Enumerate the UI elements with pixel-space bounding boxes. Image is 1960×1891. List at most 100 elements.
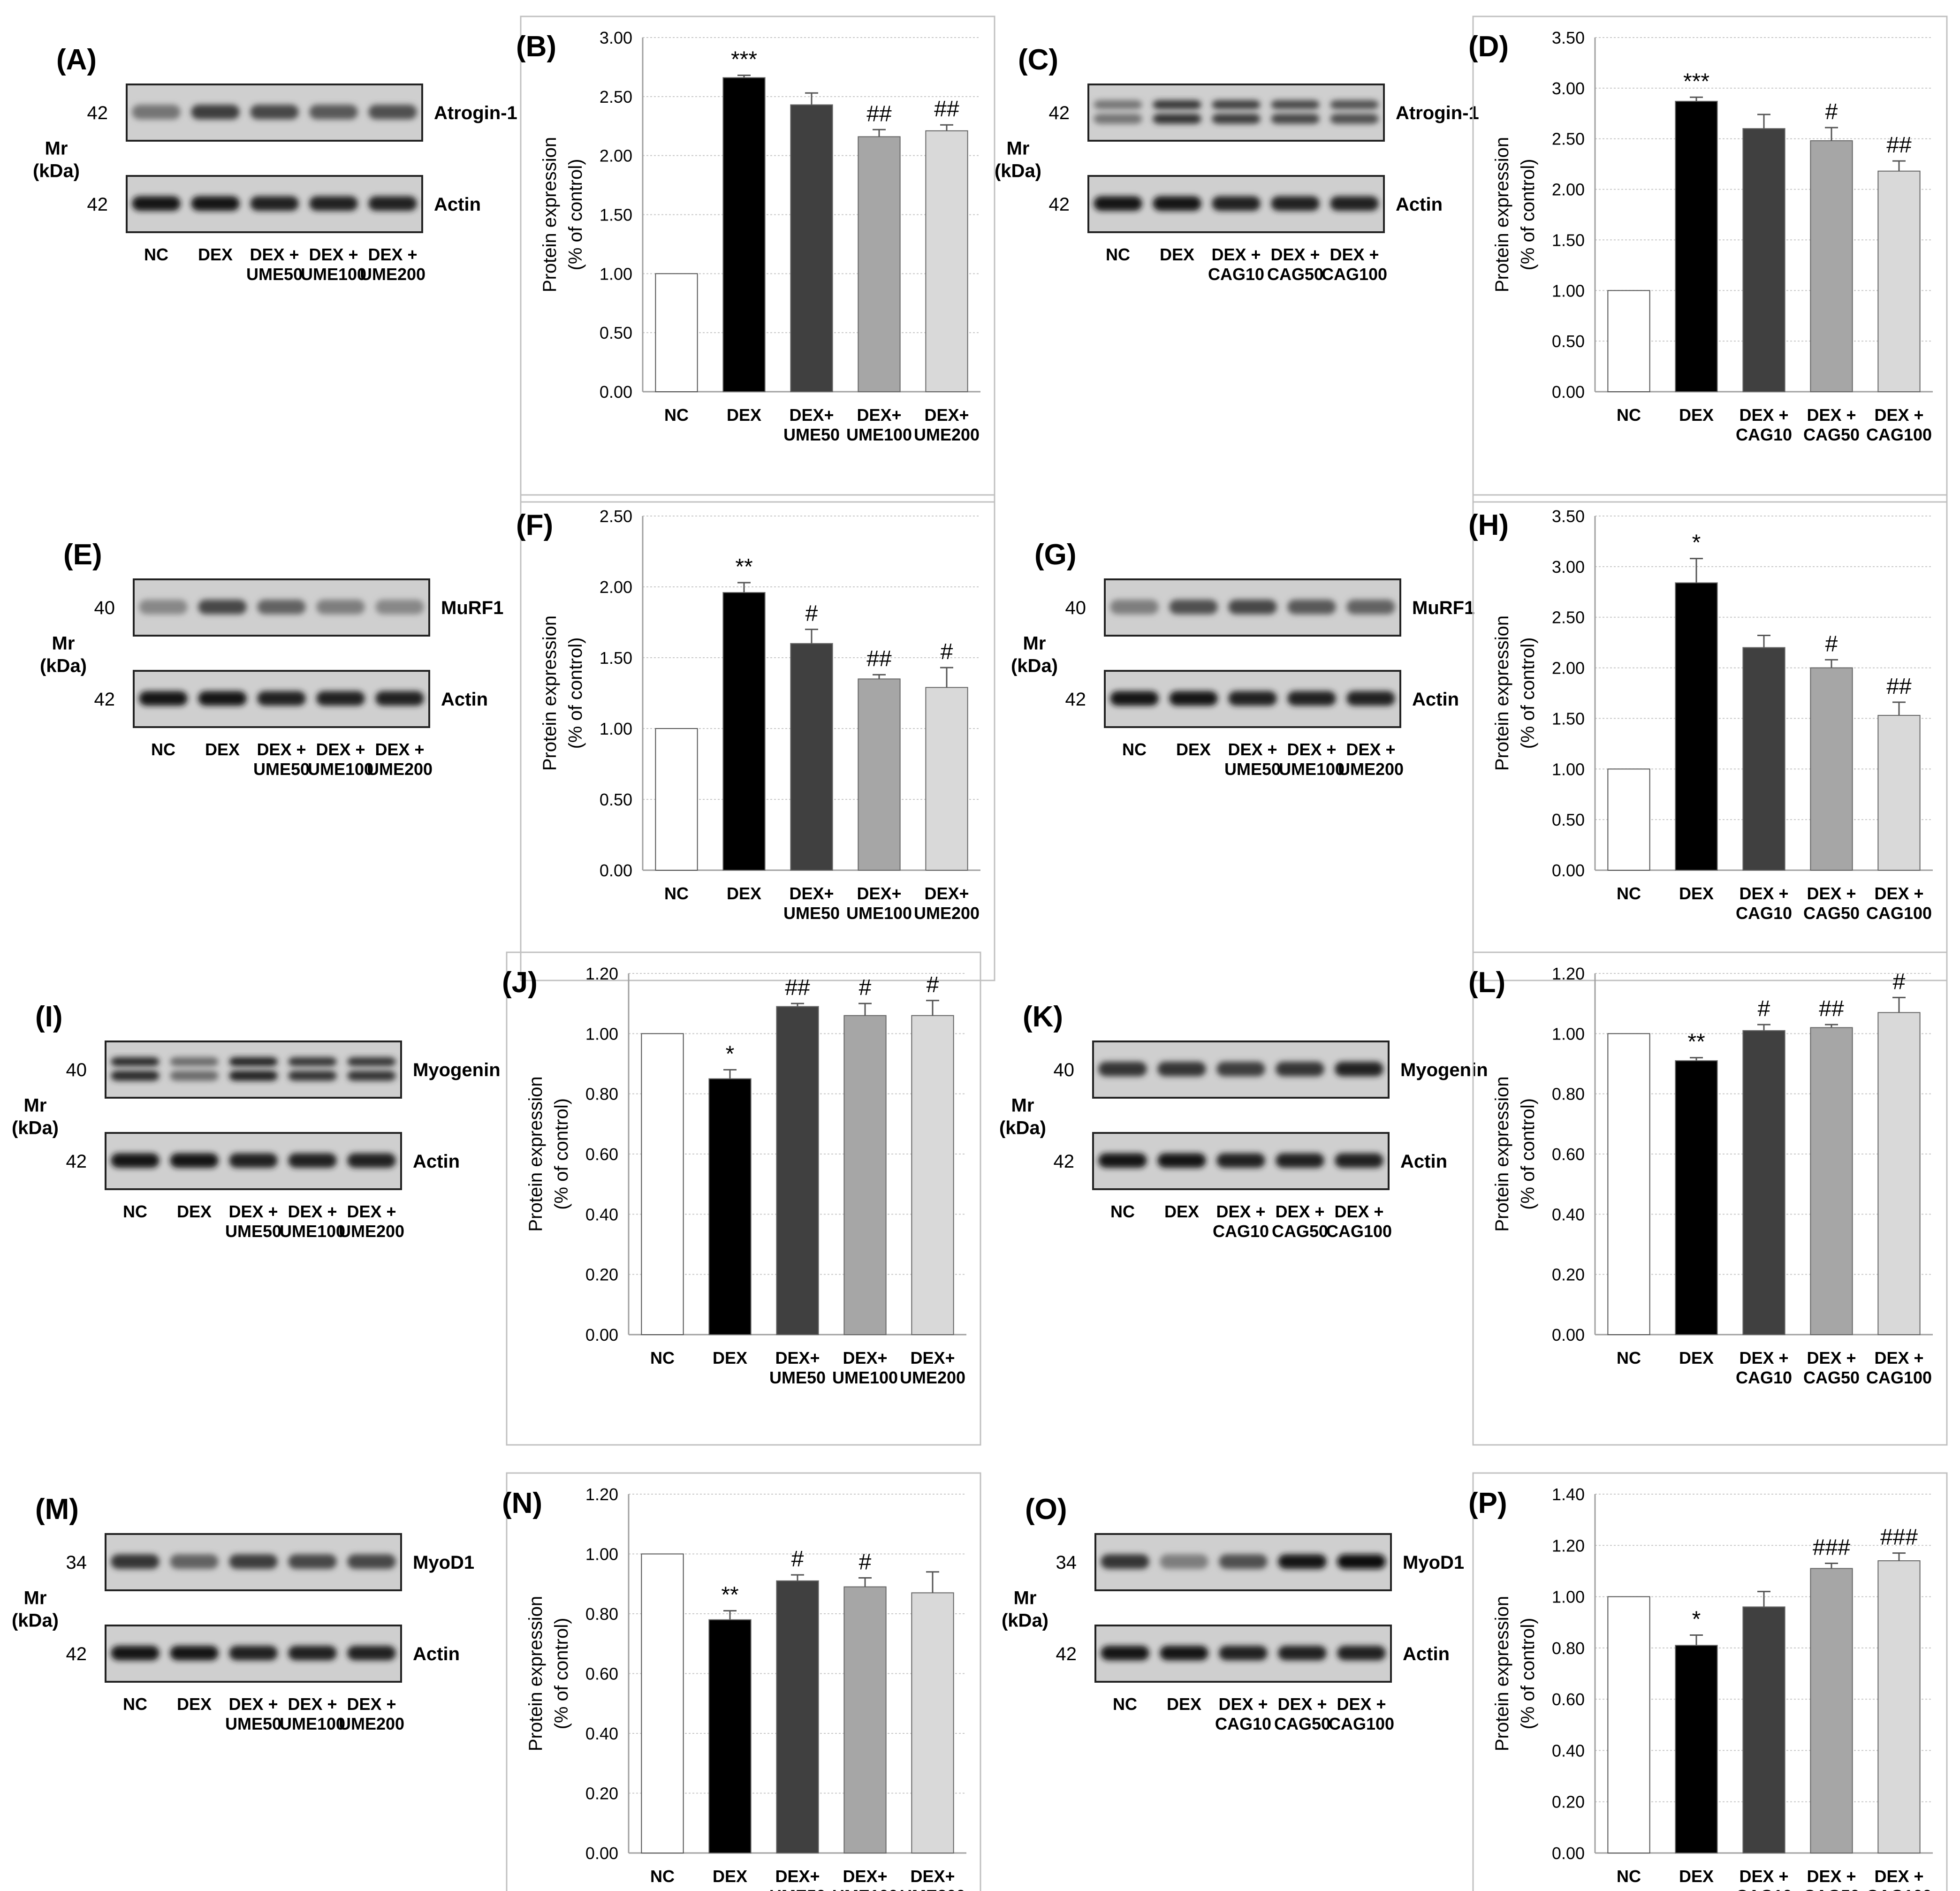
- y-tick-label: 2.50: [600, 507, 632, 526]
- lane-label: DEX +: [375, 740, 424, 759]
- y-tick-label: 0.00: [1552, 1844, 1585, 1863]
- x-tick-label: UME200: [914, 425, 980, 444]
- bar: [1742, 128, 1785, 392]
- blot-band: [375, 600, 424, 615]
- y-tick-label: 1.00: [600, 719, 632, 738]
- blot-band: [347, 1153, 396, 1168]
- bar: [722, 592, 766, 871]
- y-tick-label: 0.20: [1552, 1792, 1585, 1812]
- panel-label: (J): [502, 966, 538, 999]
- x-tick-label: DEX+: [789, 884, 834, 903]
- mr-label: Mr: [1011, 1095, 1034, 1116]
- lane-label: UME200: [339, 1714, 404, 1733]
- significance-marker: **: [1687, 1030, 1705, 1055]
- lane-label: DEX: [177, 1202, 212, 1221]
- lane-label: DEX +: [250, 245, 299, 264]
- bar: [776, 1580, 819, 1853]
- y-tick-label: 1.00: [1552, 1024, 1585, 1043]
- x-tick-label: DEX +: [1739, 1348, 1788, 1367]
- mr-label: Mr: [52, 633, 75, 654]
- blot-band: [316, 600, 365, 615]
- blot-band: [1278, 1554, 1327, 1569]
- lane-label: DEX +: [1228, 740, 1277, 759]
- y-tick-label: 0.50: [1552, 810, 1585, 829]
- significance-marker: #: [859, 1550, 872, 1575]
- x-tick-label: NC: [1617, 1348, 1641, 1367]
- y-tick-label: 1.00: [1552, 1587, 1585, 1607]
- x-tick-label: UME100: [846, 425, 912, 444]
- blot-band: [1271, 100, 1320, 109]
- lane-label: DEX +: [1216, 1202, 1265, 1221]
- x-tick-label: DEX: [727, 405, 761, 425]
- y-tick-label: 1.20: [1552, 1536, 1585, 1555]
- x-tick-label: DEX+: [910, 1348, 955, 1367]
- y-tick-label: 2.50: [1552, 608, 1585, 627]
- bar: [1742, 1606, 1785, 1853]
- x-tick-label: CAG100: [1866, 425, 1932, 444]
- blot-band: [170, 1071, 219, 1081]
- y-tick-label: 0.60: [1552, 1145, 1585, 1164]
- mr-label: Mr: [24, 1588, 47, 1609]
- significance-marker: #: [927, 972, 939, 997]
- protein-label: Actin: [434, 194, 481, 215]
- panel-label: (F): [516, 509, 553, 541]
- blot-band: [1335, 1153, 1383, 1168]
- kda-label: (kDa): [40, 656, 87, 676]
- molecular-weight-label: 34: [66, 1552, 87, 1573]
- lane-label: DEX +: [228, 1202, 278, 1221]
- significance-marker: #: [941, 639, 953, 664]
- lane-label: DEX +: [1218, 1694, 1268, 1714]
- blot-band: [257, 691, 306, 706]
- panel-label: (P): [1468, 1487, 1507, 1519]
- bar: [1607, 290, 1650, 392]
- x-tick-label: DEX +: [1807, 884, 1856, 903]
- bar-chart: (H) 0.00 0.50 1.00 1.50 2.00 2.50 3.00 3.50 Prote…: [1468, 494, 1948, 981]
- x-tick-label: UME50: [783, 425, 840, 444]
- x-tick-label: UME100: [832, 1368, 898, 1387]
- panel-label: (L): [1468, 966, 1505, 999]
- y-tick-label: 0.20: [585, 1784, 618, 1803]
- y-tick-label: 0.80: [1552, 1085, 1585, 1104]
- x-tick-label: CAG10: [1736, 1368, 1792, 1387]
- molecular-weight-label: 42: [87, 103, 108, 123]
- y-tick-label: 1.20: [585, 1485, 618, 1504]
- y-axis-title: (% of control): [565, 638, 586, 749]
- protein-label: Actin: [413, 1151, 460, 1172]
- lane-label: NC: [123, 1202, 147, 1221]
- blot-band: [1216, 1153, 1265, 1168]
- y-tick-label: 0.40: [1552, 1741, 1585, 1760]
- blot-band: [288, 1153, 337, 1168]
- blot-band: [316, 691, 365, 706]
- significance-marker: ##: [785, 975, 810, 1000]
- bar-chart: (P) 0.00 0.20 0.40 0.60 0.80 1.00 1.20 1.40 Prote…: [1468, 1472, 1948, 1891]
- molecular-weight-label: 42: [1056, 1644, 1077, 1664]
- lane-label: DEX +: [1346, 740, 1395, 759]
- x-tick-label: DEX+: [924, 405, 969, 425]
- significance-marker: ##: [934, 97, 959, 122]
- significance-marker: ###: [1880, 1525, 1918, 1550]
- blot-band: [1098, 1153, 1147, 1168]
- significance-marker: ##: [866, 101, 892, 126]
- lane-label: DEX: [1167, 1694, 1201, 1714]
- significance-marker: #: [805, 601, 818, 626]
- y-tick-label: 0.50: [600, 790, 632, 809]
- significance-marker: #: [1758, 996, 1770, 1021]
- x-tick-label: CAG50: [1803, 904, 1860, 923]
- significance-marker: ***: [1683, 69, 1709, 94]
- protein-label: Myogenin: [1400, 1060, 1488, 1080]
- y-axis-title: (% of control): [1518, 159, 1538, 271]
- x-tick-label: DEX: [713, 1867, 747, 1886]
- y-axis-title: (% of control): [1518, 1618, 1538, 1730]
- significance-marker: #: [791, 1547, 804, 1572]
- lane-label: UME100: [280, 1714, 345, 1733]
- y-tick-label: 1.50: [1552, 709, 1585, 728]
- y-tick-label: 0.60: [585, 1664, 618, 1684]
- x-tick-label: DEX +: [1807, 405, 1856, 425]
- bar: [911, 1015, 954, 1335]
- blot-band: [198, 600, 247, 615]
- panel-label: (K): [1023, 1001, 1063, 1033]
- lane-label: UME50: [1224, 759, 1281, 779]
